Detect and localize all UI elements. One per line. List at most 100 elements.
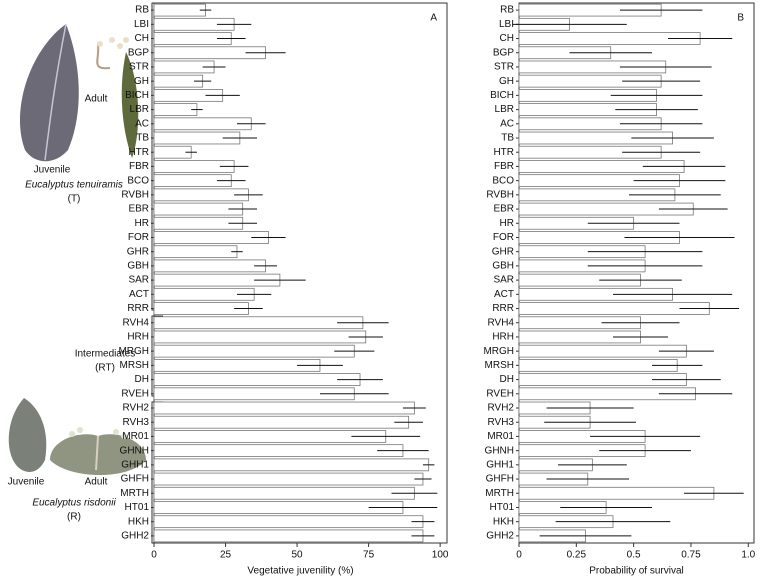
x-tick-label: 0.25 (567, 550, 587, 561)
bar (153, 501, 404, 514)
y-tick-label: RVEH (486, 388, 514, 399)
y-tick-label: LBI (134, 19, 149, 30)
y-tick-label: MRGH (118, 346, 149, 357)
group-name: Eucalyptus tenuiramis (25, 180, 123, 191)
y-tick-label: HT01 (125, 502, 150, 513)
x-tick-label: 1.0 (741, 550, 755, 561)
y-tick-label: BCO (127, 175, 149, 186)
y-tick-label: BICH (490, 90, 514, 101)
bar (153, 117, 252, 131)
y-tick-label: LBR (130, 104, 149, 115)
y-tick-label: RVH4 (123, 317, 150, 328)
y-tick-label: HKH (128, 516, 149, 527)
bar (153, 486, 415, 500)
y-tick-label: MRTH (120, 488, 149, 499)
plot-frame (153, 2, 448, 544)
y-tick-label: FBR (494, 161, 514, 172)
y-tick-label: RB (135, 5, 149, 16)
y-tick-label: RVEH (121, 388, 149, 399)
juvenile-leaf-t (19, 23, 79, 162)
y-tick-label: RVH2 (488, 403, 515, 414)
group-name: Intermediates (75, 349, 136, 360)
plot-frame (518, 2, 755, 544)
y-tick-label: TB (501, 133, 514, 144)
y-tick-label: FBR (129, 161, 149, 172)
y-tick-label: BCO (492, 175, 514, 186)
y-tick-label: MRSH (485, 360, 514, 371)
y-tick-label: GHNH (120, 445, 149, 456)
group-code: (T) (68, 194, 81, 205)
y-tick-label: EBR (128, 204, 149, 215)
bar (153, 103, 198, 116)
y-tick-label: MR01 (122, 431, 149, 442)
y-tick-label: MRGH (483, 346, 514, 357)
y-tick-label: HTR (493, 147, 514, 158)
group-code: (R) (67, 512, 81, 523)
bar (153, 344, 355, 358)
y-tick-label: BICH (125, 90, 149, 101)
y-tick-label: SAR (493, 275, 514, 286)
x-tick-label: 0.75 (681, 550, 701, 561)
x-axis-label: Probability of survival (589, 566, 683, 577)
y-tick-label: HRH (492, 332, 514, 343)
y-tick-label: LBI (499, 19, 514, 30)
bar (153, 472, 424, 486)
y-tick-label: RVH3 (488, 417, 515, 428)
y-tick-label: GH (499, 76, 514, 87)
bar (153, 529, 424, 543)
panel-label: B (737, 13, 744, 24)
group-name: Eucalyptus risdonii (32, 498, 116, 509)
y-tick-label: HR (135, 218, 149, 229)
y-tick-label: MRSH (120, 360, 149, 371)
juvenile-leaf-r (8, 398, 47, 472)
bar (153, 444, 404, 457)
y-tick-label: MRTH (485, 488, 514, 499)
y-tick-label: HKH (493, 516, 514, 527)
bar (153, 245, 238, 259)
bar (153, 330, 367, 344)
y-tick-label: GBH (492, 261, 514, 272)
bar (153, 415, 410, 429)
y-tick-label: ACT (494, 289, 514, 300)
y-tick-label: GHH1 (121, 459, 149, 470)
y-tick-label: GHH2 (486, 531, 514, 542)
juvenile-label: Juvenile (34, 165, 71, 176)
y-tick-label: HR (500, 218, 514, 229)
y-tick-label: HT01 (490, 502, 515, 513)
y-tick-label: RB (500, 5, 514, 16)
y-tick-label: EBR (493, 204, 514, 215)
y-tick-label: SAR (128, 275, 149, 286)
juvenile-label: Juvenile (8, 477, 45, 488)
y-tick-label: GHR (492, 246, 514, 257)
y-tick-label: FOR (493, 232, 514, 243)
y-tick-label: BGP (493, 47, 514, 58)
y-tick-label: HRH (127, 332, 149, 343)
y-tick-label: RVH2 (123, 403, 150, 414)
adult-leaf-t (96, 37, 139, 158)
adult-label: Adult (85, 477, 108, 488)
panel-label: A (430, 13, 437, 24)
adult-label: Adult (85, 94, 108, 105)
x-tick-label: 25 (220, 550, 232, 561)
y-tick-label: CH (135, 33, 149, 44)
x-tick-label: 0.5 (627, 550, 641, 561)
y-tick-label: GHNH (485, 445, 514, 456)
y-tick-label: AC (135, 118, 149, 129)
y-tick-label: GHFH (121, 474, 149, 485)
y-tick-label: DH (135, 374, 149, 385)
y-tick-label: CH (500, 33, 514, 44)
y-tick-label: RRR (127, 303, 149, 314)
y-tick-label: RVBH (486, 189, 514, 200)
x-tick-label: 0 (151, 550, 157, 561)
y-tick-label: LBR (495, 104, 514, 115)
bar (153, 458, 430, 472)
y-tick-label: STR (129, 62, 149, 73)
y-tick-label: RVBH (121, 189, 149, 200)
x-tick-label: 75 (363, 550, 375, 561)
y-tick-label: GHH1 (486, 459, 514, 470)
x-tick-label: 0 (516, 550, 522, 561)
bar (153, 430, 387, 443)
group-code: (RT) (95, 363, 115, 374)
y-tick-label: GH (134, 76, 149, 87)
y-tick-label: FOR (128, 232, 149, 243)
